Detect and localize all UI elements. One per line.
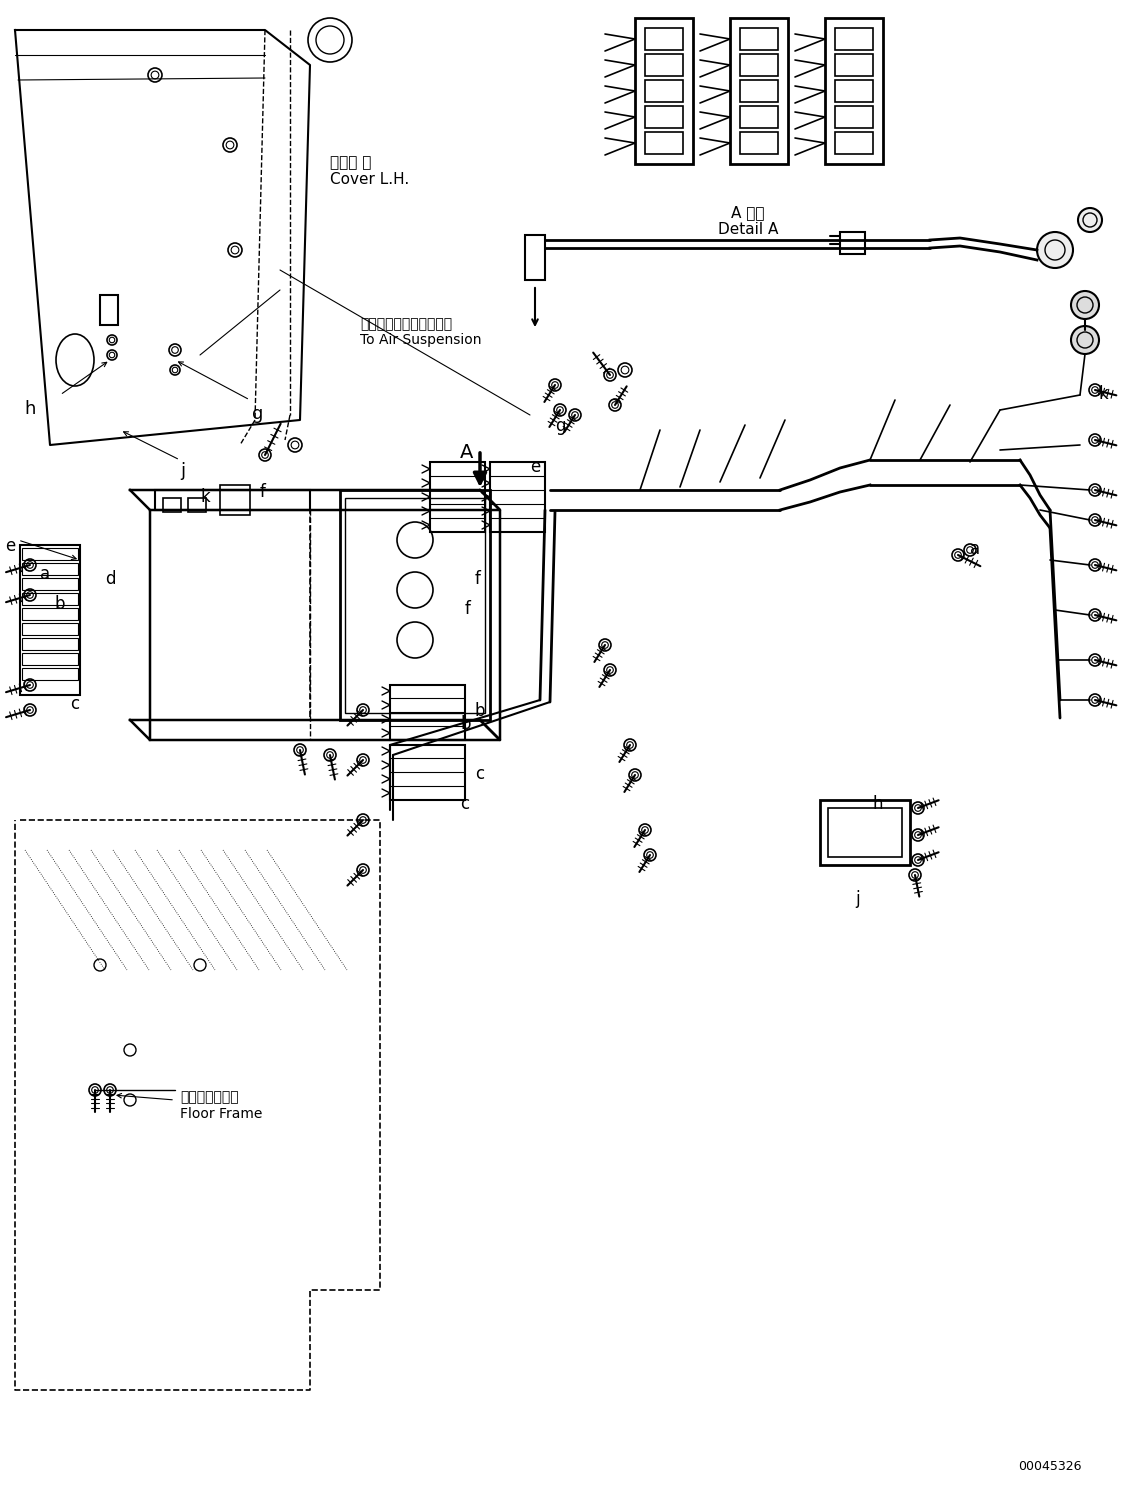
Text: j: j bbox=[855, 890, 860, 908]
Circle shape bbox=[1071, 327, 1099, 353]
Bar bbox=[20, 546, 80, 695]
Text: j: j bbox=[180, 462, 185, 480]
Bar bbox=[220, 485, 250, 514]
Text: Floor Frame: Floor Frame bbox=[180, 1106, 263, 1121]
Circle shape bbox=[1037, 233, 1073, 268]
Bar bbox=[430, 462, 484, 532]
Text: c: c bbox=[70, 695, 79, 713]
Bar bbox=[835, 133, 872, 154]
Bar bbox=[835, 81, 872, 101]
Bar bbox=[22, 668, 78, 680]
Bar bbox=[22, 593, 78, 605]
Bar bbox=[828, 808, 902, 857]
Bar bbox=[835, 54, 872, 76]
Bar bbox=[740, 28, 778, 51]
Bar bbox=[22, 549, 78, 561]
Bar bbox=[22, 579, 78, 590]
Bar bbox=[740, 133, 778, 154]
Bar bbox=[740, 54, 778, 76]
Bar bbox=[155, 491, 310, 510]
Bar bbox=[635, 18, 693, 164]
Bar bbox=[188, 498, 205, 511]
Text: d: d bbox=[104, 570, 116, 587]
Bar bbox=[645, 106, 683, 128]
Bar bbox=[740, 81, 778, 101]
Bar bbox=[22, 638, 78, 650]
Text: f: f bbox=[259, 483, 266, 501]
Text: b: b bbox=[460, 716, 471, 734]
Bar bbox=[835, 106, 872, 128]
Text: f: f bbox=[475, 570, 481, 587]
Text: To Air Suspension: To Air Suspension bbox=[360, 332, 481, 347]
Text: A: A bbox=[460, 443, 473, 462]
Bar bbox=[340, 491, 490, 720]
Bar bbox=[645, 28, 683, 51]
Text: カバー 左: カバー 左 bbox=[329, 155, 371, 170]
Bar bbox=[100, 295, 118, 325]
Text: b: b bbox=[475, 702, 486, 720]
Text: Detail A: Detail A bbox=[718, 222, 778, 237]
Text: エアーサスペンションへ: エアーサスペンションへ bbox=[360, 318, 452, 331]
Bar bbox=[22, 623, 78, 635]
Circle shape bbox=[1078, 209, 1102, 233]
Bar bbox=[22, 653, 78, 665]
Bar bbox=[825, 18, 883, 164]
Text: f: f bbox=[465, 599, 471, 617]
Bar bbox=[740, 106, 778, 128]
Text: Cover L.H.: Cover L.H. bbox=[329, 171, 409, 186]
Bar bbox=[490, 462, 545, 532]
Bar bbox=[346, 498, 484, 713]
Text: a: a bbox=[40, 565, 51, 583]
Bar bbox=[645, 133, 683, 154]
Text: e: e bbox=[5, 537, 15, 555]
Text: c: c bbox=[460, 795, 470, 813]
Bar bbox=[840, 233, 864, 253]
Bar bbox=[22, 608, 78, 620]
Bar bbox=[22, 564, 78, 576]
Circle shape bbox=[1071, 291, 1099, 319]
Text: b: b bbox=[55, 595, 65, 613]
Bar bbox=[390, 684, 465, 740]
Bar bbox=[645, 54, 683, 76]
Text: h: h bbox=[24, 400, 36, 417]
Text: a: a bbox=[970, 540, 980, 558]
Bar bbox=[820, 801, 910, 865]
Text: A 詳細: A 詳細 bbox=[731, 204, 765, 221]
Text: c: c bbox=[475, 765, 484, 783]
Bar bbox=[730, 18, 788, 164]
Text: g: g bbox=[554, 417, 566, 435]
Bar bbox=[645, 81, 683, 101]
Text: k: k bbox=[1097, 385, 1108, 403]
Bar bbox=[390, 746, 465, 801]
Bar bbox=[163, 498, 181, 511]
Text: h: h bbox=[872, 795, 884, 813]
Bar bbox=[525, 236, 545, 280]
Text: e: e bbox=[530, 458, 541, 476]
Text: 00045326: 00045326 bbox=[1018, 1460, 1081, 1473]
Text: フロアフレーム: フロアフレーム bbox=[180, 1090, 239, 1103]
Text: g: g bbox=[253, 406, 263, 423]
Text: k: k bbox=[200, 488, 210, 505]
Bar bbox=[835, 28, 872, 51]
